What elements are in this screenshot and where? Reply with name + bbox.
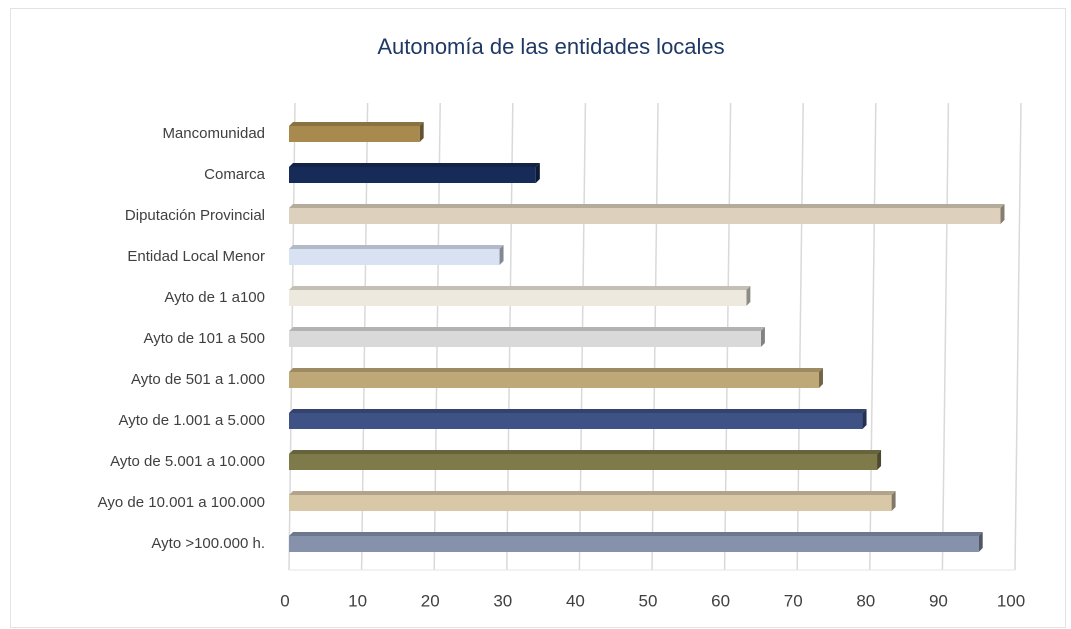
y-tick-label: Ayo de 10.001 a 100.000 — [98, 494, 265, 511]
bar-top — [289, 163, 540, 167]
y-tick-label: Ayto de 1.001 a 5.000 — [118, 412, 265, 429]
x-tick-label: 80 — [856, 591, 875, 610]
bar-side — [891, 491, 896, 511]
bar — [289, 331, 761, 347]
bar — [289, 536, 979, 552]
x-tick-label: 0 — [280, 591, 289, 610]
bar — [289, 249, 500, 265]
bar — [289, 495, 892, 511]
bar-side — [877, 450, 882, 470]
grid-line — [1014, 102, 1022, 571]
bar-side — [862, 409, 867, 429]
bar — [289, 208, 1001, 224]
bar-side — [499, 245, 504, 265]
x-tick-label: 100 — [997, 591, 1025, 610]
bar-side — [818, 368, 823, 388]
bar-side — [535, 163, 540, 183]
bar-side — [978, 532, 983, 552]
bar-side — [746, 286, 751, 306]
bar — [289, 413, 863, 429]
x-tick-label: 90 — [929, 591, 948, 610]
x-tick-label: 60 — [711, 591, 730, 610]
y-tick-label: Ayto de 501 a 1.000 — [131, 371, 265, 388]
bar — [289, 126, 420, 142]
x-tick-label: 30 — [493, 591, 512, 610]
bar-top — [289, 368, 823, 372]
bar-top — [289, 204, 1005, 208]
bar — [289, 167, 536, 183]
bar-top — [289, 532, 983, 536]
bar-top — [289, 327, 765, 331]
bar-top — [289, 491, 896, 495]
bar-top — [289, 286, 751, 290]
y-tick-label: Mancomunidad — [162, 125, 265, 142]
y-tick-label: Comarca — [204, 166, 266, 183]
y-tick-label: Ayto de 101 a 500 — [144, 330, 266, 347]
bar-side — [419, 122, 424, 142]
y-tick-label: Ayto de 1 a100 — [164, 289, 265, 306]
bar — [289, 290, 747, 306]
y-tick-label: Ayto >100.000 h. — [151, 535, 265, 552]
grid-line — [941, 102, 950, 571]
x-tick-label: 20 — [421, 591, 440, 610]
bar — [289, 372, 819, 388]
x-tick-label: 10 — [348, 591, 367, 610]
bar-top — [289, 245, 504, 249]
y-tick-label: Entidad Local Menor — [127, 248, 265, 265]
bar-side — [1000, 204, 1005, 224]
y-tick-label: Ayto de 5.001 a 10.000 — [110, 453, 265, 470]
chart-title: Autonomía de las entidades locales — [377, 34, 724, 59]
x-tick-label: 70 — [784, 591, 803, 610]
y-tick-label: Diputación Provincial — [125, 207, 265, 224]
bar-top — [289, 409, 867, 413]
bar-side — [760, 327, 765, 347]
bar-top — [289, 450, 882, 454]
x-tick-label: 50 — [639, 591, 658, 610]
chart-border — [10, 8, 1066, 628]
bar — [289, 454, 878, 470]
x-tick-label: 40 — [566, 591, 585, 610]
bar-top — [289, 122, 424, 126]
